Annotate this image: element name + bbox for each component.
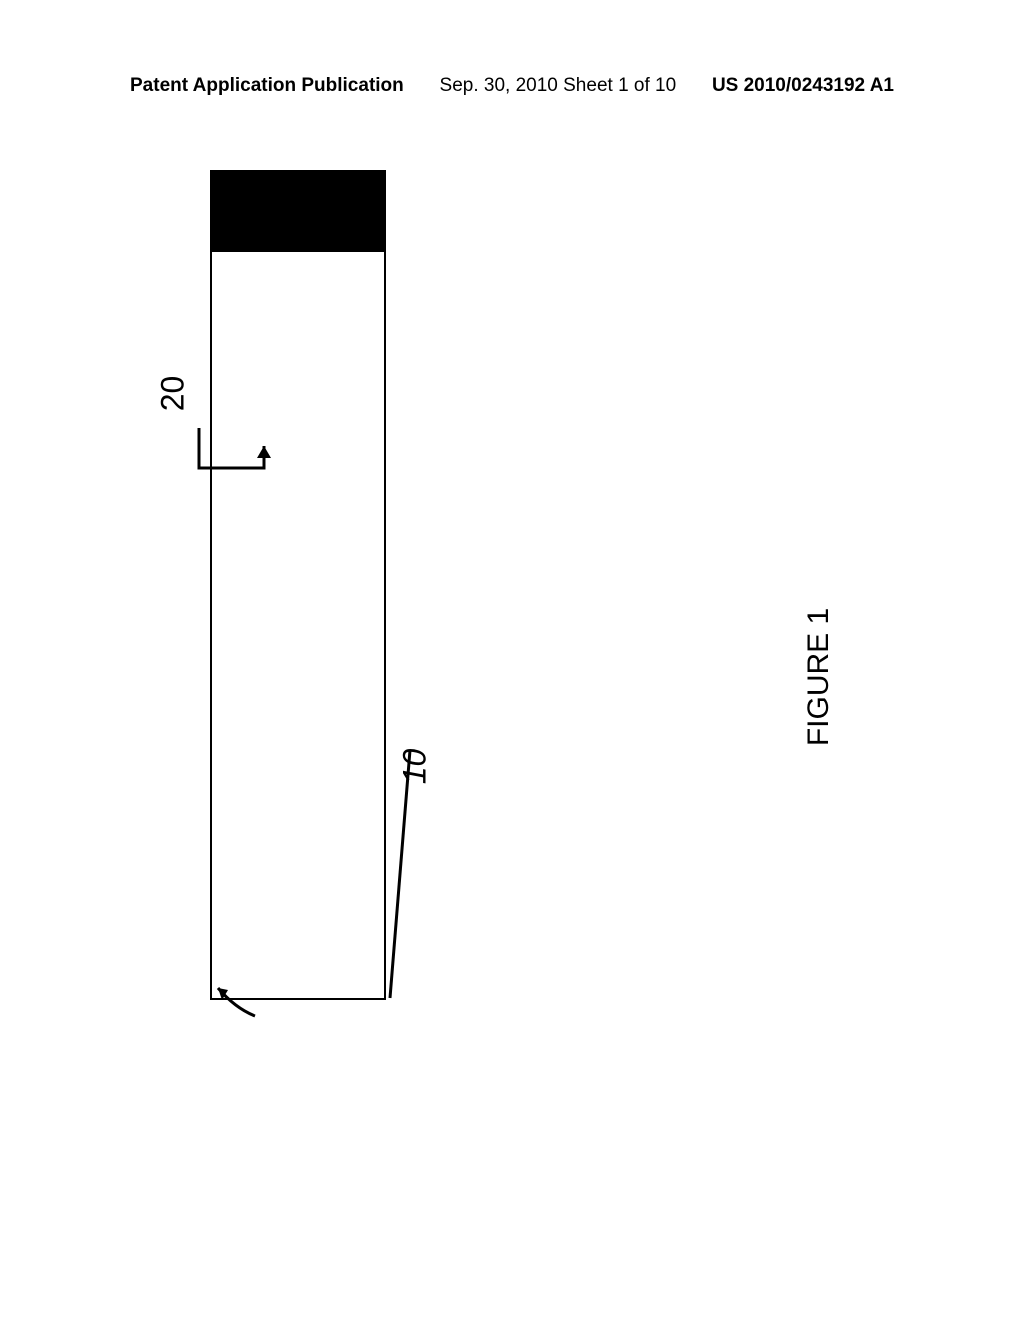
page-header: Patent Application Publication Sep. 30, … [0,75,1024,97]
reference-label-10: 10 [396,749,433,785]
arrow-10-pointer [210,978,270,1028]
patent-number: US 2010/0243192 A1 [712,75,894,97]
reference-label-20: 20 [154,376,191,412]
figure-label: FIGURE 1 [802,608,836,746]
curve-10 [380,750,440,1000]
sheet-info: Sep. 30, 2010 Sheet 1 of 10 [440,75,677,97]
arrow-20 [179,178,299,498]
publication-title: Patent Application Publication [130,75,404,97]
